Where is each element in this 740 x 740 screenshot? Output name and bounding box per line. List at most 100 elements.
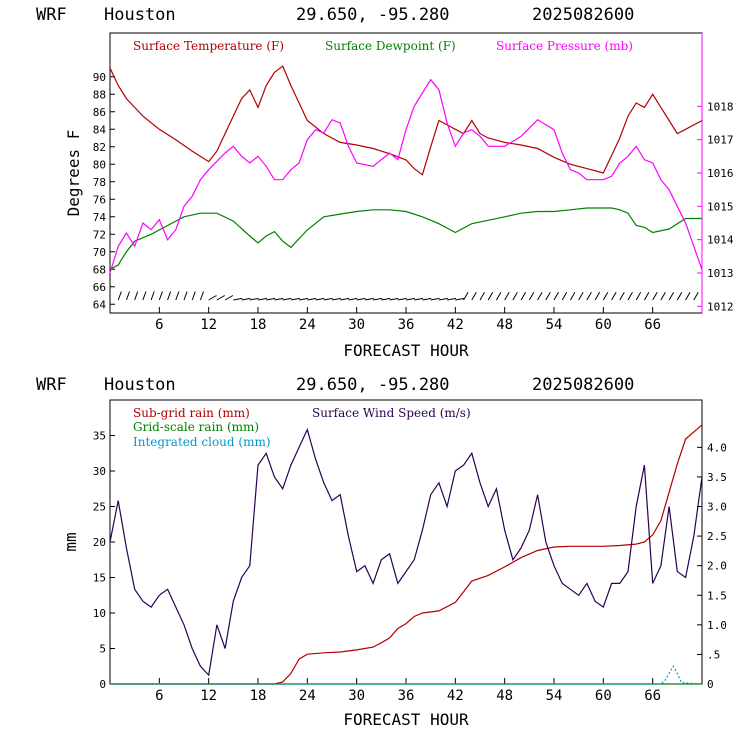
wind-barb	[381, 297, 391, 301]
wind-barb	[340, 297, 350, 301]
top-date: 2025082600	[532, 5, 634, 25]
wind-barb	[504, 291, 510, 301]
top-x-tick-label: 24	[299, 317, 316, 333]
wind-barb	[117, 291, 122, 301]
wind-barb	[455, 297, 465, 301]
top-header: WRF Houston 29.650, -95.280 2025082600	[36, 5, 634, 25]
bottom-y-tick-label: 25	[93, 501, 106, 514]
legend-gridscale-rain: Grid-scale rain (mm)	[133, 420, 259, 434]
top-x-tick-label: 60	[595, 317, 612, 333]
bottom-y2-tick-label: 3.0	[707, 501, 727, 514]
bottom-location: Houston	[104, 375, 176, 395]
bottom-y2-tick-label: 2.0	[707, 560, 727, 573]
top-x-tick-label: 42	[447, 317, 464, 333]
bottom-y2-tick-label: 3.5	[707, 471, 727, 484]
series-line-surface-dewpoint-f	[109, 207, 702, 270]
wind-barb	[693, 291, 699, 301]
top-y-tick-label: 70	[93, 246, 106, 259]
top-x-tick-label: 30	[348, 317, 365, 333]
top-ylabel: Degrees F	[64, 130, 83, 217]
wind-barb	[479, 291, 485, 301]
wind-barb	[635, 291, 642, 301]
top-y-tick-label: 82	[93, 141, 106, 154]
top-y-tick-label: 80	[93, 158, 106, 171]
bottom-x-tick-label: 60	[595, 688, 612, 704]
bottom-y2-tick-label: 0	[707, 678, 714, 691]
top-y2-tick-label: 1015	[707, 200, 734, 213]
bottom-y-tick-label: 10	[93, 607, 106, 620]
wind-barb	[307, 297, 317, 301]
wind-barb	[496, 291, 502, 301]
wind-barb	[611, 291, 617, 301]
top-y-tick-label: 72	[93, 228, 106, 241]
top-xlabel: FORECAST HOUR	[343, 341, 469, 360]
series-line-sub-grid-rain-mm	[110, 424, 703, 685]
top-y2-tick-label: 1012	[707, 300, 734, 313]
series-line-integrated-cloud-mm	[110, 665, 703, 685]
top-y-tick-label: 66	[93, 281, 106, 294]
legend-dewpoint: Surface Dewpoint (F)	[325, 39, 456, 53]
bottom-y2-tick-label: .5	[707, 648, 720, 661]
wind-barb	[299, 297, 309, 301]
wind-barb	[125, 291, 130, 301]
top-location: Houston	[104, 5, 176, 25]
wind-barb	[438, 297, 448, 301]
wind-barb	[175, 291, 180, 301]
wind-barb	[397, 297, 407, 301]
bottom-x-tick-label: 12	[200, 688, 217, 704]
wind-barb	[668, 291, 675, 301]
bottom-x-tick-label: 66	[644, 688, 661, 704]
bottom-y-tick-label: 30	[93, 465, 106, 478]
wind-barb	[553, 291, 559, 301]
bottom-x-tick-label: 36	[398, 688, 415, 704]
wind-barb	[602, 291, 609, 301]
bottom-x-tick-label: 6	[155, 688, 163, 704]
wind-barb	[520, 291, 527, 301]
top-y2-tick-label: 1014	[707, 234, 734, 247]
series-line-surface-wind-speed-m-s	[109, 427, 703, 677]
wind-barb	[348, 297, 358, 301]
top-coords: 29.650, -95.280	[296, 5, 450, 25]
wind-barb	[216, 295, 225, 301]
top-y2-tick-label: 1017	[707, 134, 734, 147]
top-y2-tick-label: 1018	[707, 100, 734, 113]
top-y-tick-label: 84	[93, 123, 107, 136]
wind-barb	[208, 295, 217, 301]
wind-barb	[257, 297, 267, 301]
wind-barb	[586, 291, 592, 301]
bottom-y2-tick-label: 4.0	[707, 441, 727, 454]
wind-barb	[266, 297, 276, 301]
bottom-header: WRF Houston 29.650, -95.280 2025082600	[36, 375, 634, 395]
wind-barb	[249, 297, 259, 301]
wind-barb	[356, 297, 366, 301]
wind-barb	[323, 297, 333, 301]
wind-barb	[537, 291, 543, 301]
bottom-y-tick-label: 0	[99, 678, 106, 691]
bottom-x-tick-label: 18	[250, 688, 267, 704]
wind-barb	[331, 297, 341, 301]
legend-integrated-cloud: Integrated cloud (mm)	[133, 435, 271, 449]
wind-barb	[578, 291, 584, 301]
top-x-tick-label: 36	[398, 317, 415, 333]
bottom-coords: 29.650, -95.280	[296, 375, 450, 395]
series-line-surface-temperature-f	[109, 65, 703, 176]
wind-barb	[405, 297, 415, 301]
wind-barb	[447, 297, 457, 301]
bottom-plot-area: 6 12 18 24 30 36 42 48 54 60 66 0 5 10 15 20 25 30 35 0 .5 1.…	[93, 424, 727, 704]
series-line-surface-pressure-mb	[109, 78, 703, 274]
wind-barb	[676, 291, 683, 301]
wind-barb	[191, 291, 196, 301]
wind-barb	[528, 291, 535, 301]
wind-barb	[570, 291, 576, 301]
legend-temperature: Surface Temperature (F)	[133, 39, 284, 53]
bottom-y-tick-label: 35	[93, 430, 106, 443]
top-x-tick-label: 48	[496, 317, 513, 333]
bottom-x-tick-label: 30	[348, 688, 365, 704]
wind-barb	[274, 297, 284, 301]
wind-barb	[652, 291, 658, 301]
top-y-tick-label: 74	[93, 211, 107, 224]
wind-barb	[422, 297, 432, 301]
wind-barb	[545, 291, 551, 301]
legend-wind-speed: Surface Wind Speed (m/s)	[312, 406, 471, 420]
